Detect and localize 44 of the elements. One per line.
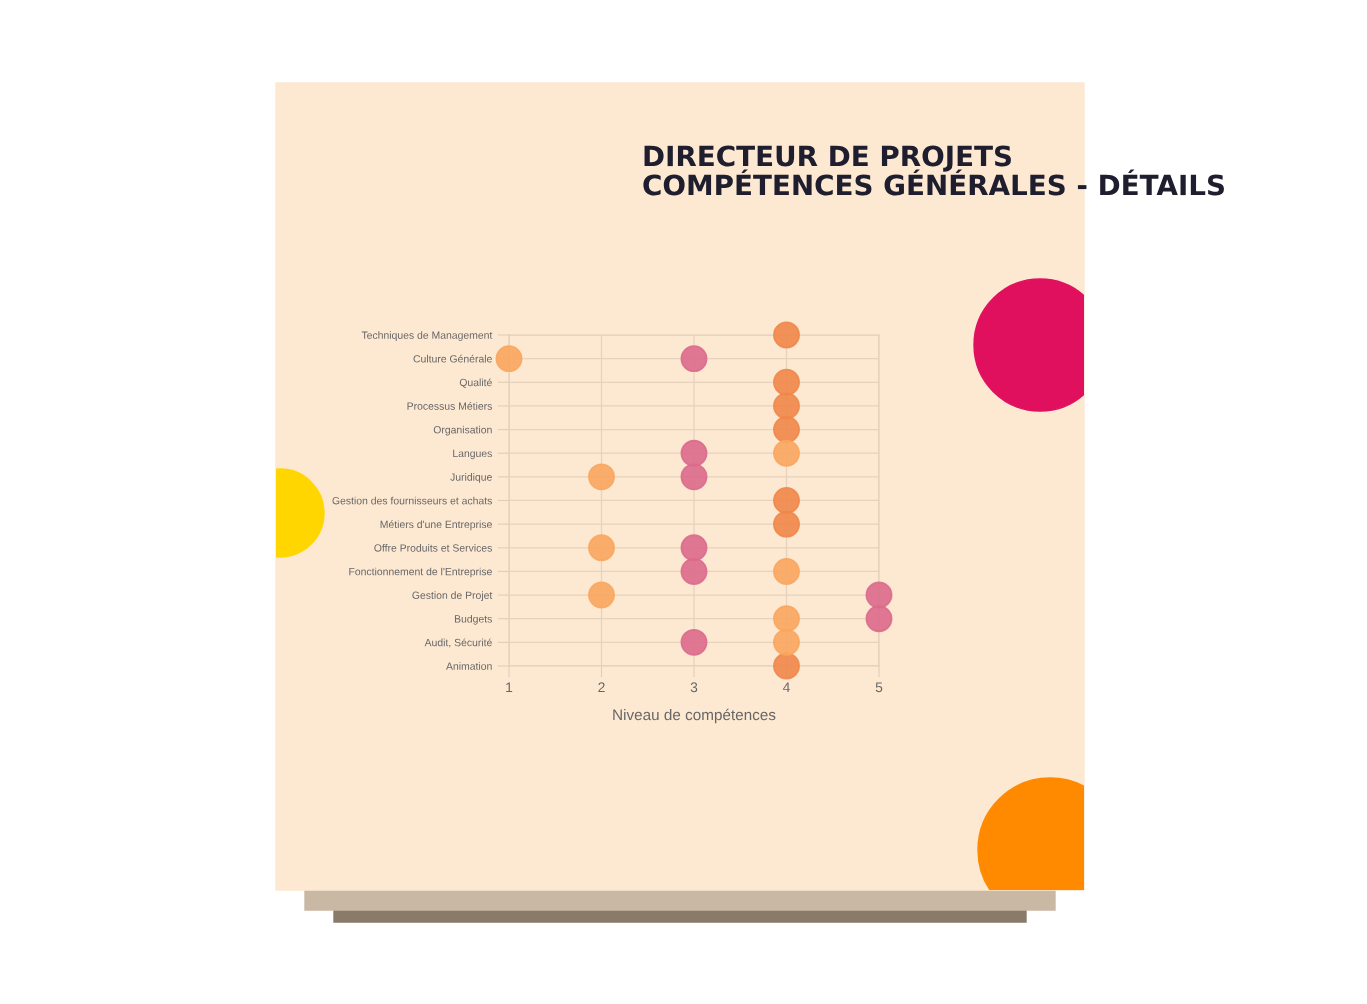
x-tick-label: 1 [506, 682, 513, 693]
y-tick-label: Fonctionnement de l'Entreprise [349, 567, 492, 578]
point [773, 392, 800, 420]
y-tick-label: Gestion de Projet [412, 591, 493, 602]
point [588, 534, 615, 562]
point [865, 581, 893, 609]
point [773, 487, 800, 514]
point [773, 368, 800, 396]
y-tick-label: Animation [446, 662, 492, 670]
y-tick-label: Organisation [433, 425, 492, 436]
point [773, 416, 800, 444]
y-tick-label: Techniques de Management [361, 331, 493, 341]
x-tick-label: 3 [690, 682, 698, 693]
y-tick-label: Processus Métiers [407, 402, 492, 410]
y-tick-label: Offre Produits et Services [374, 544, 492, 552]
point [773, 321, 800, 349]
point [680, 439, 708, 467]
y-tick-label: Audit, Sécurité [424, 638, 492, 648]
point [773, 439, 800, 467]
y-tick-label: Gestion des fournisseurs et achats [332, 496, 492, 505]
y-tick-label: Juridique [450, 473, 492, 483]
point [773, 605, 800, 633]
x-tick-label: 5 [875, 682, 883, 693]
point [773, 510, 800, 538]
y-tick-label: Culture Générale [413, 354, 492, 363]
point [680, 557, 708, 585]
point [495, 345, 523, 373]
point [680, 463, 708, 491]
point [773, 628, 800, 656]
point [680, 628, 708, 656]
point [773, 652, 800, 680]
point [773, 557, 800, 585]
point [680, 345, 708, 373]
x-tick-label: 4 [782, 682, 790, 693]
y-tick-label: Métiers d'une Entreprise [380, 520, 492, 531]
point [680, 534, 708, 562]
y-tick-label: Qualité [459, 378, 492, 389]
x-axis-title: Niveau de compétences [613, 708, 776, 724]
y-tick-label: Budgets [454, 614, 492, 625]
point [588, 581, 615, 609]
point [588, 463, 615, 491]
point [865, 605, 893, 633]
y-tick-label: Langues [453, 449, 492, 460]
x-tick-label: 2 [598, 682, 605, 693]
